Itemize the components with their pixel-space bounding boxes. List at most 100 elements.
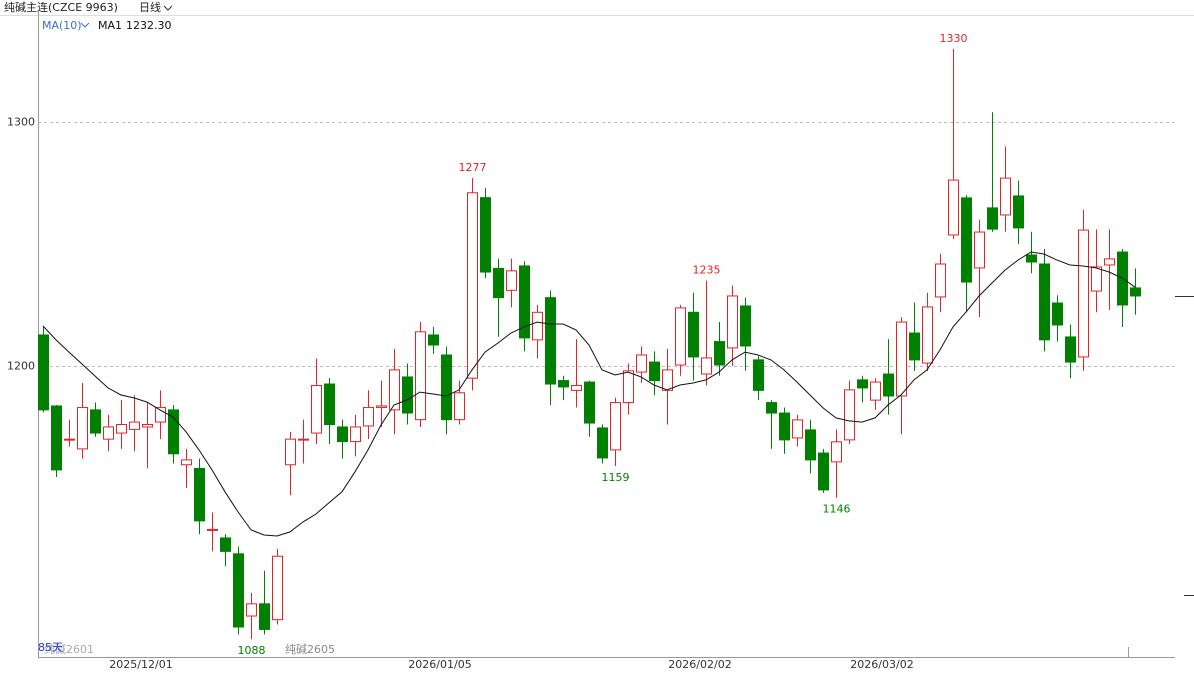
candle-body: [974, 231, 985, 269]
x-tick-label: 2026/02/02: [668, 658, 731, 671]
candle-body: [415, 331, 426, 421]
candle-body: [987, 207, 998, 230]
x-tick-label: 2026/01/05: [408, 658, 471, 671]
candle-body: [1026, 254, 1037, 263]
candle-body: [792, 419, 803, 439]
candle-body: [259, 603, 270, 630]
candle-body: [1130, 287, 1141, 297]
candle-body: [961, 197, 972, 283]
candle-body: [142, 424, 153, 428]
indicator[interactable]: MA(10): [42, 19, 82, 32]
candle-body: [1000, 177, 1011, 216]
candle-body: [129, 421, 140, 430]
candle-body: [662, 369, 673, 391]
candle-body: [805, 429, 816, 461]
low-label: 1146: [823, 503, 851, 516]
candle-body: [818, 452, 829, 491]
contract-label: 纯碱2601: [44, 643, 94, 656]
candle-body: [428, 334, 439, 346]
candle-body: [948, 179, 959, 236]
candle-body: [714, 341, 725, 366]
ma-line: [42, 251, 1136, 537]
candle-body: [493, 267, 504, 299]
candle-body: [324, 383, 335, 426]
period[interactable]: 日线: [139, 0, 161, 14]
candle-body: [883, 373, 894, 397]
high-label: 1235: [693, 264, 721, 277]
ma-legend-name: MA1: [98, 19, 122, 32]
candle-body: [909, 332, 920, 361]
candle-body: [207, 528, 218, 531]
candle-body: [558, 380, 569, 388]
candle-body: [194, 467, 205, 522]
y-tick-label: 1200: [7, 360, 35, 373]
candle-body: [363, 406, 374, 427]
candle-body: [311, 384, 322, 434]
candle-body: [51, 405, 62, 471]
candle-body: [935, 263, 946, 298]
high-label: 1277: [459, 161, 487, 174]
candle-body: [506, 270, 517, 291]
candle-body: [350, 426, 361, 443]
title: 纯碱主连(CZCE 9963): [4, 1, 118, 14]
candle-body: [1039, 263, 1050, 341]
candle-body: [844, 389, 855, 441]
candle-body: [649, 361, 660, 382]
candle-body: [922, 306, 933, 364]
candle-body: [688, 311, 699, 358]
candle-body: [857, 379, 868, 389]
candle-body: [77, 406, 88, 450]
high-label: 1330: [940, 32, 968, 45]
candle-body: [376, 405, 387, 408]
candle-body: [610, 402, 621, 451]
candle-body: [402, 376, 413, 414]
candle-body: [337, 426, 348, 443]
candle-body: [675, 307, 686, 366]
low-label: 1088: [238, 644, 266, 657]
day-count: 85天: [38, 641, 63, 654]
candle-body: [1065, 336, 1076, 363]
candle-body: [454, 392, 465, 421]
candle-body: [116, 424, 127, 434]
candle-body: [441, 354, 452, 421]
indicator-dropdown[interactable]: [80, 22, 90, 28]
candle-body: [870, 381, 881, 401]
candle-body: [246, 603, 257, 617]
y-tick-label: 1300: [7, 116, 35, 129]
candle-body: [1091, 266, 1102, 292]
candle-body: [181, 459, 192, 466]
candle-body: [519, 265, 530, 339]
candle-body: [831, 441, 842, 463]
candle-body: [1104, 258, 1115, 266]
x-tick-label: 2026/03/02: [850, 658, 913, 671]
candle-body: [233, 553, 244, 628]
candle-body: [64, 438, 75, 441]
candle-body: [597, 427, 608, 459]
candle-body: [753, 359, 764, 391]
candle-body: [1078, 229, 1089, 358]
candle-body: [103, 426, 114, 440]
candle-body: [636, 354, 647, 373]
candle-body: [168, 409, 179, 455]
candle-body: [545, 297, 556, 385]
candle-body: [38, 334, 49, 411]
candle-body: [571, 384, 582, 391]
candle-body: [896, 321, 907, 397]
x-tick-label: 2025/12/01: [109, 658, 172, 671]
candle-body: [740, 305, 751, 347]
candle-body: [467, 192, 478, 379]
candle-body: [1052, 302, 1063, 326]
low-label: 1159: [602, 471, 630, 484]
candle-body: [623, 370, 634, 404]
contract-label: 纯碱2605: [285, 643, 335, 656]
candle-body: [272, 555, 283, 621]
ma-legend-value: 1232.30: [126, 19, 172, 32]
candle-body: [220, 537, 231, 552]
candle-body: [532, 311, 543, 341]
candle-body: [766, 402, 777, 414]
candle-body: [701, 357, 712, 375]
candle-body: [285, 438, 296, 466]
dropdown-icon[interactable]: [163, 5, 173, 11]
